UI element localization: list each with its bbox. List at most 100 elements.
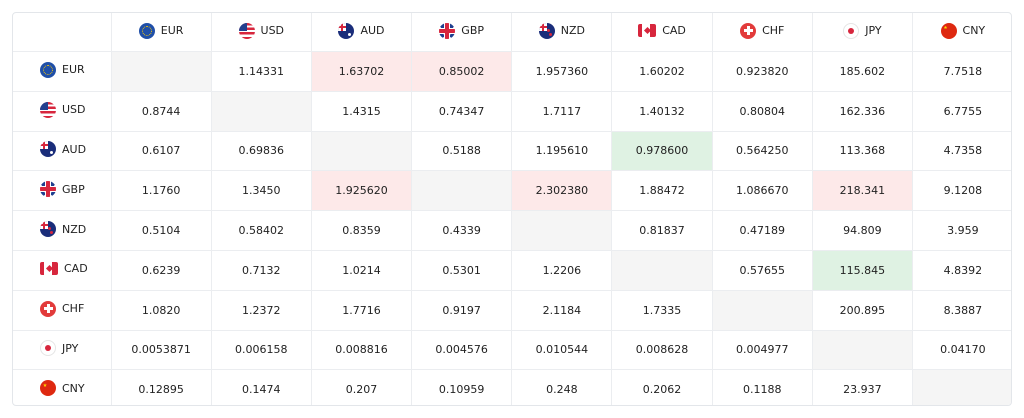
- rate-cell[interactable]: 0.69836: [211, 131, 312, 172]
- rate-cell[interactable]: 1.1760: [111, 170, 212, 212]
- rate-cell[interactable]: 0.57655: [712, 250, 813, 291]
- rate-cell[interactable]: 4.7358: [912, 131, 1011, 172]
- rate-cell-empty[interactable]: [812, 330, 914, 371]
- col-header-chf[interactable]: CHF: [712, 13, 813, 52]
- row-header-cad[interactable]: CAD: [13, 250, 112, 291]
- col-header-usd[interactable]: USD: [211, 13, 312, 52]
- rate-cell[interactable]: 0.8744: [111, 91, 212, 132]
- rate-cell-empty[interactable]: [311, 131, 413, 172]
- rate-cell[interactable]: 1.0214: [311, 250, 413, 291]
- rate-cell[interactable]: 2.302380: [511, 170, 613, 212]
- rate-cell[interactable]: 185.602: [812, 51, 914, 92]
- rate-cell[interactable]: 0.80804: [712, 91, 813, 132]
- rate-cell[interactable]: 0.2062: [611, 369, 713, 405]
- rate-cell[interactable]: 1.0820: [111, 290, 212, 331]
- rate-cell[interactable]: 0.5188: [411, 131, 513, 172]
- rate-cell[interactable]: 3.959: [912, 210, 1011, 251]
- rate-cell[interactable]: 6.7755: [912, 91, 1011, 132]
- col-header-cad[interactable]: CAD: [611, 13, 713, 52]
- rate-cell[interactable]: 0.1474: [211, 369, 312, 405]
- rate-cell[interactable]: 0.8359: [311, 210, 413, 251]
- rate-cell[interactable]: 113.368: [812, 131, 914, 172]
- gb-flag-icon: [40, 181, 56, 198]
- rate-cell[interactable]: 0.47189: [712, 210, 813, 251]
- col-header-aud[interactable]: AUD: [311, 13, 413, 52]
- rate-cell[interactable]: 1.195610: [511, 131, 613, 172]
- rate-cell[interactable]: 218.341: [812, 170, 914, 212]
- rate-cell[interactable]: 0.006158: [211, 330, 312, 371]
- rate-cell[interactable]: 0.12895: [111, 369, 212, 405]
- rate-cell-empty[interactable]: [912, 369, 1011, 405]
- col-header-jpy[interactable]: JPY: [812, 13, 914, 52]
- rate-cell[interactable]: 0.85002: [411, 51, 513, 92]
- rate-cell[interactable]: 0.978600: [611, 131, 713, 172]
- rate-cell[interactable]: 4.8392: [912, 250, 1011, 291]
- rate-cell-empty[interactable]: [511, 210, 613, 251]
- row-header-nzd[interactable]: NZD: [13, 210, 112, 251]
- rate-cell[interactable]: 1.2372: [211, 290, 312, 331]
- rate-cell[interactable]: 1.7335: [611, 290, 713, 331]
- rate-cell[interactable]: 1.957360: [511, 51, 613, 92]
- rate-cell[interactable]: 0.6107: [111, 131, 212, 172]
- rate-cell[interactable]: 0.7132: [211, 250, 312, 291]
- row-header-eur[interactable]: EUR: [13, 51, 112, 92]
- rate-cell[interactable]: 1.925620: [311, 170, 413, 212]
- rate-cell[interactable]: 9.1208: [912, 170, 1011, 212]
- rate-cell-empty[interactable]: [411, 170, 513, 212]
- rate-cell-empty[interactable]: [712, 290, 813, 331]
- rate-cell[interactable]: 23.937: [812, 369, 914, 405]
- rate-cell[interactable]: 94.809: [812, 210, 914, 251]
- rate-cell[interactable]: 8.3887: [912, 290, 1011, 331]
- row-header-gbp[interactable]: GBP: [13, 170, 112, 212]
- col-header-cny[interactable]: CNY: [912, 13, 1011, 52]
- rate-cell[interactable]: 0.1188: [712, 369, 813, 405]
- rate-cell[interactable]: 115.845: [812, 250, 914, 291]
- rate-cell[interactable]: 0.0053871: [111, 330, 212, 371]
- rate-cell[interactable]: 0.4339: [411, 210, 513, 251]
- rate-cell[interactable]: 0.04170: [912, 330, 1011, 371]
- rate-cell[interactable]: 1.14331: [211, 51, 312, 92]
- rate-cell[interactable]: 0.81837: [611, 210, 713, 251]
- rate-cell[interactable]: 0.008628: [611, 330, 713, 371]
- rate-cell[interactable]: 1.60202: [611, 51, 713, 92]
- rate-cell[interactable]: 1.2206: [511, 250, 613, 291]
- row-header-cny[interactable]: CNY: [13, 369, 112, 405]
- rate-cell[interactable]: 0.248: [511, 369, 613, 405]
- rate-cell[interactable]: 1.7117: [511, 91, 613, 132]
- row-header-chf[interactable]: CHF: [13, 290, 112, 331]
- col-header-eur[interactable]: EUR: [111, 13, 212, 52]
- rate-cell-empty[interactable]: [111, 51, 212, 92]
- rate-cell[interactable]: 0.564250: [712, 131, 813, 172]
- rate-cell[interactable]: 0.6239: [111, 250, 212, 291]
- row-header-jpy[interactable]: JPY: [13, 330, 112, 371]
- rate-cell[interactable]: 0.923820: [712, 51, 813, 92]
- rate-cell[interactable]: 0.58402: [211, 210, 312, 251]
- rate-cell[interactable]: 0.9197: [411, 290, 513, 331]
- rate-cell[interactable]: 0.5301: [411, 250, 513, 291]
- rate-cell-empty[interactable]: [611, 250, 713, 291]
- rate-cell[interactable]: 1.40132: [611, 91, 713, 132]
- row-header-usd[interactable]: USD: [13, 91, 112, 132]
- rate-cell[interactable]: 0.74347: [411, 91, 513, 132]
- rate-cell[interactable]: 1.4315: [311, 91, 413, 132]
- rate-cell-empty[interactable]: [211, 91, 312, 132]
- col-header-nzd[interactable]: NZD: [511, 13, 613, 52]
- rate-cell[interactable]: 0.207: [311, 369, 413, 405]
- rate-cell[interactable]: 0.004977: [712, 330, 813, 371]
- rate-cell[interactable]: 0.004576: [411, 330, 513, 371]
- rate-cell[interactable]: 0.008816: [311, 330, 413, 371]
- rate-cell[interactable]: 7.7518: [912, 51, 1011, 92]
- rate-cell[interactable]: 1.88472: [611, 170, 713, 212]
- rate-cell[interactable]: 200.895: [812, 290, 914, 331]
- rate-cell[interactable]: 1.63702: [311, 51, 413, 92]
- rate-cell[interactable]: 1.3450: [211, 170, 312, 212]
- row-header-aud[interactable]: AUD: [13, 131, 112, 172]
- rate-cell[interactable]: 0.010544: [511, 330, 613, 371]
- rate-cell[interactable]: 0.5104: [111, 210, 212, 251]
- rate-cell[interactable]: 2.1184: [511, 290, 613, 331]
- col-header-gbp[interactable]: GBP: [411, 13, 513, 52]
- rate-cell[interactable]: 1.086670: [712, 170, 813, 212]
- rate-cell[interactable]: 1.7716: [311, 290, 413, 331]
- rate-cell[interactable]: 0.10959: [411, 369, 513, 405]
- rate-cell[interactable]: 162.336: [812, 91, 914, 132]
